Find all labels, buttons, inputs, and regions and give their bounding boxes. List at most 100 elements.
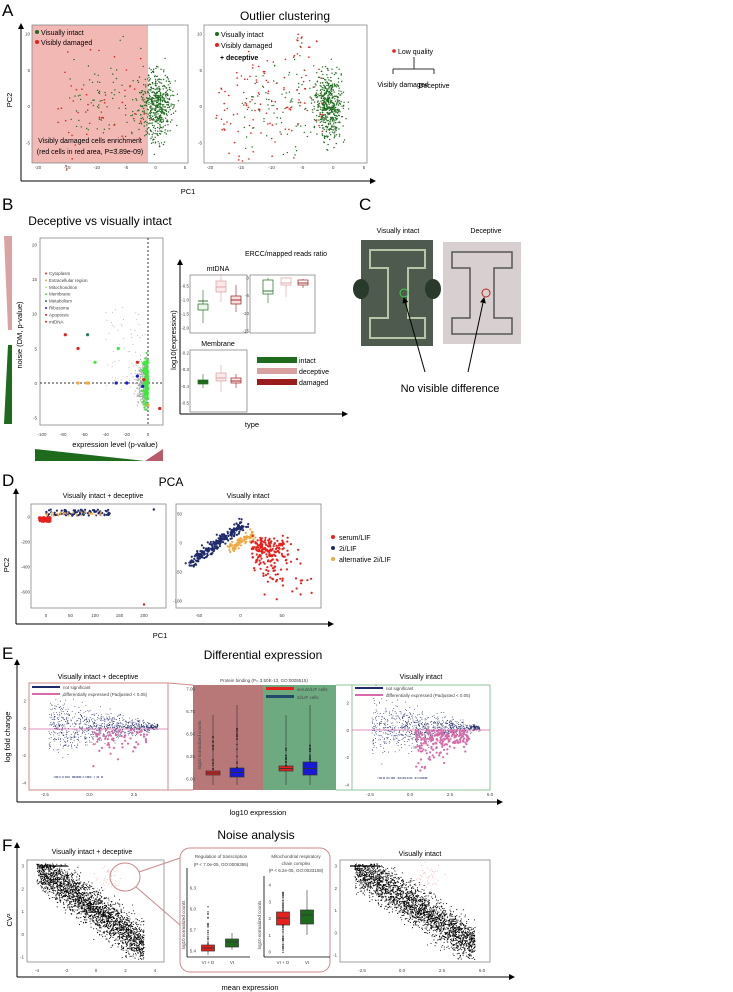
data-point — [405, 733, 407, 735]
data-point — [59, 714, 60, 716]
data-point — [167, 130, 169, 132]
data-point — [84, 723, 86, 725]
data-point — [63, 719, 65, 721]
data-point — [300, 582, 303, 585]
data-point — [311, 99, 313, 101]
data-point — [335, 117, 337, 120]
data-point — [122, 35, 124, 38]
data-point — [333, 105, 335, 108]
data-point — [113, 717, 115, 719]
data-point — [321, 133, 323, 135]
data-point — [441, 717, 443, 719]
data-point — [135, 387, 138, 389]
data-point — [280, 122, 283, 124]
data-point — [113, 718, 115, 720]
data-point — [272, 545, 275, 548]
data-point — [76, 747, 78, 749]
data-point — [297, 37, 299, 39]
data-point — [190, 555, 193, 558]
data-point — [146, 128, 149, 130]
data-point — [101, 99, 103, 102]
data-point — [446, 731, 448, 733]
data-point — [57, 121, 59, 124]
data-point — [88, 509, 91, 512]
data-point — [65, 734, 67, 736]
zoom-lines-e1 — [167, 682, 194, 791]
data-point — [418, 724, 420, 726]
data-point — [242, 529, 245, 532]
data-point — [376, 704, 378, 706]
data-point — [96, 89, 99, 92]
data-point — [89, 710, 91, 712]
data-point — [151, 101, 153, 104]
data-point — [102, 716, 104, 718]
data-point — [153, 153, 155, 156]
data-point — [71, 747, 73, 749]
data-point — [132, 750, 135, 753]
data-point — [236, 84, 239, 86]
data-point — [116, 724, 118, 726]
data-point — [244, 542, 247, 545]
data-point — [74, 144, 76, 146]
data-point — [147, 132, 149, 134]
data-point — [140, 122, 142, 124]
scatter-a1 — [57, 35, 179, 171]
data-point — [75, 732, 76, 734]
data-point — [220, 539, 223, 542]
data-point — [409, 724, 411, 726]
tree-child-deceptive: Deceptive — [418, 83, 449, 90]
data-point — [79, 714, 81, 715]
data-point — [319, 121, 321, 124]
annotation-2: (red cells in red area, P=3.89e-09) — [37, 149, 143, 156]
data-point — [66, 776, 68, 778]
data-point — [447, 722, 449, 724]
data-point — [116, 727, 118, 729]
legend-intact: intact — [299, 358, 316, 365]
data-point — [99, 100, 102, 102]
data-point — [114, 730, 116, 732]
data-point — [279, 568, 283, 571]
data-point — [60, 707, 62, 709]
data-point — [333, 109, 336, 112]
data-point — [109, 721, 110, 723]
data-point — [379, 722, 380, 724]
data-point — [376, 719, 378, 721]
data-point — [406, 727, 408, 729]
data-point — [441, 724, 443, 726]
tree-child-damaged: Visibly damaged — [377, 82, 428, 89]
data-point — [45, 313, 47, 316]
data-point — [142, 97, 144, 99]
data-point — [433, 725, 435, 727]
data-point — [249, 528, 252, 531]
data-point — [158, 406, 162, 411]
data-point — [107, 719, 109, 721]
data-point — [396, 743, 398, 745]
data-point — [88, 511, 91, 514]
data-point — [259, 103, 262, 105]
data-point — [72, 511, 75, 514]
xlabel-b1: expression level (p-value) — [72, 440, 158, 449]
data-point — [164, 124, 166, 127]
data-point — [136, 722, 138, 724]
data-point — [294, 154, 296, 156]
data-point — [402, 730, 404, 732]
data-point — [326, 97, 329, 99]
data-point — [51, 719, 53, 721]
data-point — [145, 733, 149, 736]
data-point — [325, 99, 328, 102]
data-point — [257, 95, 259, 97]
data-point — [337, 95, 339, 98]
data-point — [168, 80, 170, 83]
data-point — [453, 718, 455, 720]
y-tick-label: 0 — [246, 276, 249, 281]
data-point — [159, 95, 161, 97]
data-point — [150, 122, 152, 125]
data-point — [153, 100, 156, 102]
data-point — [166, 104, 168, 106]
data-point — [144, 101, 146, 103]
data-point — [100, 706, 102, 708]
data-point — [329, 121, 331, 123]
data-point — [173, 94, 175, 97]
data-point — [70, 725, 71, 727]
data-point — [53, 730, 55, 732]
